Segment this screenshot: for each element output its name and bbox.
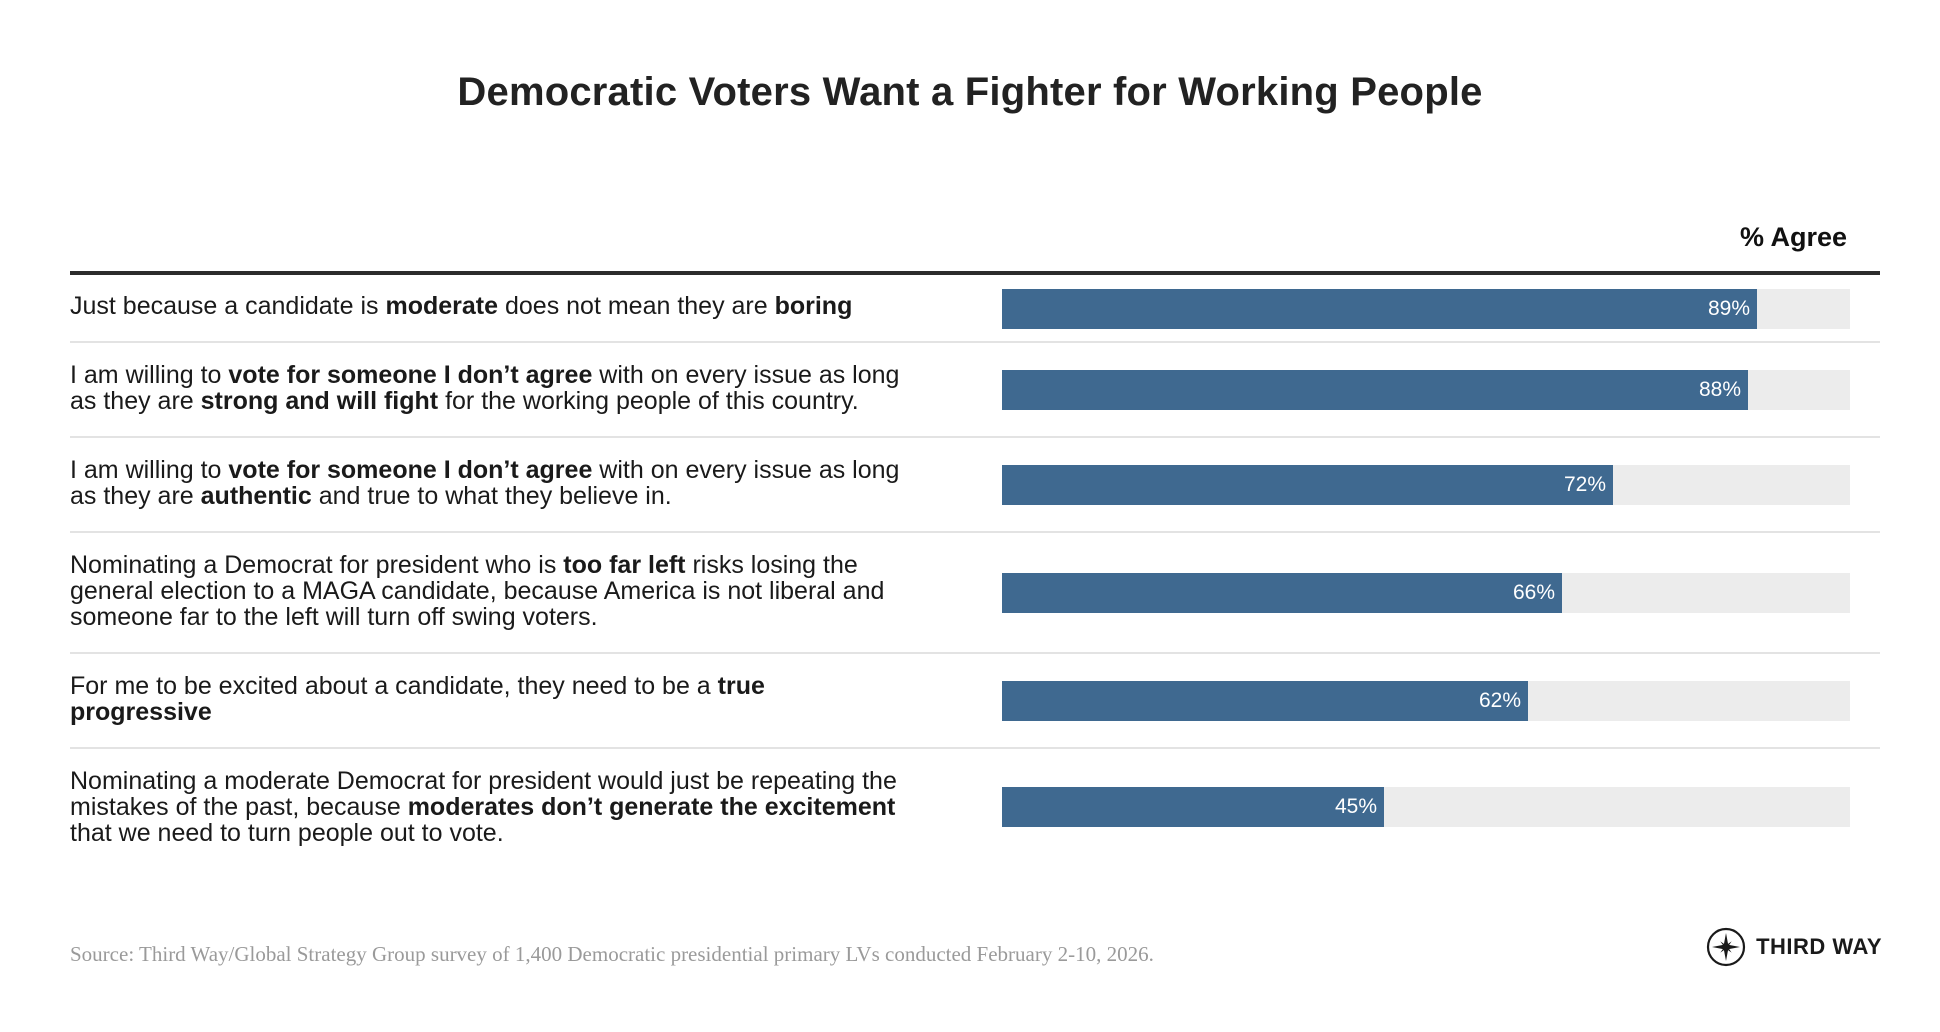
bar-track: 89% [1002, 289, 1850, 329]
label-emphasis: vote for someone I don’t agree [228, 361, 593, 389]
label-text: as they are [70, 387, 201, 415]
bar-track: 88% [1002, 370, 1850, 410]
logo-text: THIRD WAY [1756, 934, 1882, 959]
label-text: with on every issue as long [592, 456, 900, 484]
row-label-line: mistakes of the past, because moderates … [70, 794, 980, 820]
label-emphasis: authentic [200, 482, 312, 510]
label-text: with on every issue as long [592, 361, 900, 389]
row-label-line: as they are authentic and true to what t… [70, 483, 980, 509]
row-divider [70, 747, 1880, 749]
chart-row: Nominating a Democrat for president who … [70, 533, 1880, 654]
label-emphasis: strong and will fight [200, 387, 439, 415]
row-label: Nominating a Democrat for president who … [70, 552, 980, 630]
chart-row: I am willing to vote for someone I don’t… [70, 438, 1880, 533]
bar [1002, 465, 1613, 505]
row-label-line: Just because a candidate is moderate doe… [70, 293, 980, 319]
label-emphasis: moderate [385, 292, 499, 320]
label-text: does not mean they are [498, 292, 775, 320]
chart-title: Democratic Voters Want a Fighter for Wor… [457, 70, 1483, 114]
bar [1002, 787, 1384, 827]
label-text: Just because a candidate is [70, 292, 386, 320]
source-label: Source: [70, 942, 135, 966]
label-text: Nominating a moderate Democrat for presi… [70, 767, 897, 795]
label-emphasis: vote for someone I don’t agree [228, 456, 593, 484]
bar-value-label: 88% [1698, 378, 1741, 401]
row-label: For me to be excited about a candidate, … [70, 673, 980, 725]
row-label-line: I am willing to vote for someone I don’t… [70, 362, 980, 388]
chart-row: Nominating a moderate Democrat for presi… [70, 749, 1880, 856]
bar-track: 66% [1002, 573, 1850, 613]
label-text: Nominating a Democrat for president who … [70, 551, 564, 579]
row-label-line: progressive [70, 699, 980, 725]
row-label: I am willing to vote for someone I don’t… [70, 457, 980, 509]
bar-value-label: 89% [1707, 297, 1750, 320]
row-divider [70, 531, 1880, 533]
bar-value-label: 66% [1512, 581, 1555, 604]
row-label-line: For me to be excited about a candidate, … [70, 673, 980, 699]
row-label-line: that we need to turn people out to vote. [70, 820, 980, 846]
chart-row: I am willing to vote for someone I don’t… [70, 343, 1880, 438]
label-emphasis: progressive [70, 698, 212, 726]
chart-row: Just because a candidate is moderate doe… [70, 275, 1880, 343]
label-emphasis: true [717, 672, 765, 700]
label-text: someone far to the left will turn off sw… [70, 603, 598, 631]
source-text: Third Way/Global Strategy Group survey o… [134, 942, 1154, 966]
bar-value-label: 72% [1563, 473, 1606, 496]
row-label-line: Nominating a Democrat for president who … [70, 552, 980, 578]
bar-value-label: 62% [1478, 689, 1521, 712]
label-text: For me to be excited about a candidate, … [70, 672, 718, 700]
label-text: I am willing to [70, 456, 229, 484]
bar-value-label: 45% [1334, 795, 1377, 818]
label-text: for the working people of this country. [438, 387, 859, 415]
row-divider [70, 341, 1880, 343]
row-label: Nominating a moderate Democrat for presi… [70, 768, 980, 846]
label-text: I am willing to [70, 361, 229, 389]
bar [1002, 681, 1528, 721]
bar-track: 62% [1002, 681, 1850, 721]
row-divider [70, 436, 1880, 438]
row-label: Just because a candidate is moderate doe… [70, 293, 980, 319]
row-label-line: Nominating a moderate Democrat for presi… [70, 768, 980, 794]
source-note: Source: Third Way/Global Strategy Group … [70, 942, 1154, 967]
chart-row: For me to be excited about a candidate, … [70, 654, 1880, 749]
label-text: risks losing the [685, 551, 858, 579]
bar-track: 45% [1002, 787, 1850, 827]
row-label-line: I am willing to vote for someone I don’t… [70, 457, 980, 483]
label-text: and true to what they believe in. [311, 482, 672, 510]
label-text: general election to a MAGA candidate, be… [70, 577, 885, 605]
row-label-line: general election to a MAGA candidate, be… [70, 578, 980, 604]
row-label: I am willing to vote for someone I don’t… [70, 362, 980, 414]
label-text: that we need to turn people out to vote. [70, 819, 504, 847]
bar [1002, 289, 1757, 329]
row-label-line: someone far to the left will turn off sw… [70, 604, 980, 630]
third-way-logo: THIRD WAY [1706, 926, 1882, 968]
bar-track: 72% [1002, 465, 1850, 505]
row-divider [70, 652, 1880, 654]
bar [1002, 370, 1748, 410]
header-rule [70, 271, 1880, 275]
label-text: as they are [70, 482, 201, 510]
label-text: mistakes of the past, because [70, 793, 408, 821]
compass-star-icon [1706, 927, 1746, 967]
label-emphasis: boring [774, 292, 853, 320]
bar [1002, 573, 1562, 613]
label-emphasis: moderates don’t generate the excitement [407, 793, 896, 821]
column-header: % Agree [1739, 222, 1847, 252]
row-label-line: as they are strong and will fight for th… [70, 388, 980, 414]
label-emphasis: too far left [563, 551, 686, 579]
